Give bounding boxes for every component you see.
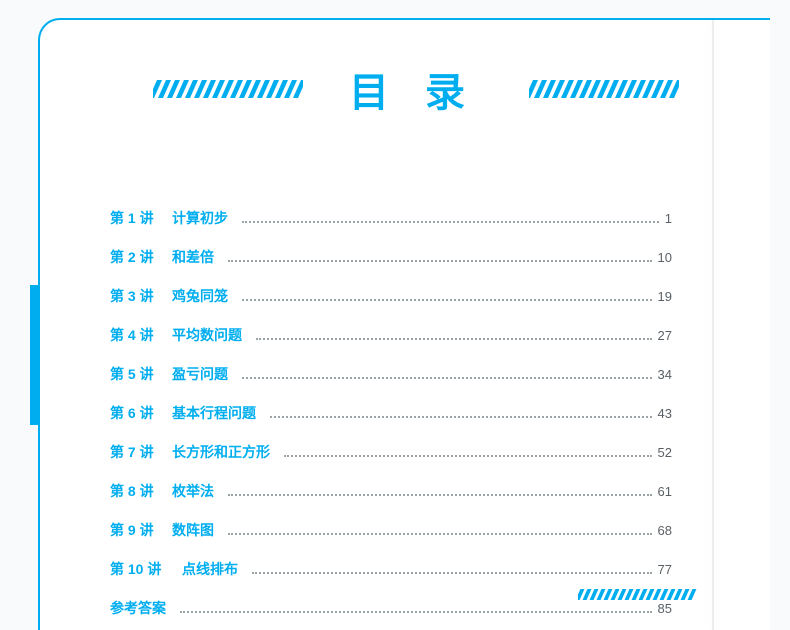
toc-dots — [180, 611, 652, 613]
toc-topic: 基本行程问题 — [172, 403, 256, 423]
toc-row: 第 8 讲 枚举法 61 — [110, 481, 722, 501]
toc-topic: 盈亏问题 — [172, 364, 228, 384]
toc-lesson: 第 4 讲 — [110, 325, 172, 345]
toc-dots — [228, 533, 652, 535]
toc-row: 第 7 讲 长方形和正方形 52 — [110, 442, 722, 462]
toc-lesson: 第 1 讲 — [110, 208, 172, 228]
toc-dots — [284, 455, 652, 457]
toc-topic: 枚举法 — [172, 481, 214, 501]
toc-dots — [228, 494, 652, 496]
toc-row: 第 2 讲 和差倍 10 — [110, 247, 722, 267]
page-title: 目录 — [331, 60, 501, 118]
toc-row: 第 9 讲 数阵图 68 — [110, 520, 722, 540]
toc-row: 第 10 讲 点线排布 77 — [110, 559, 722, 579]
toc-topic: 数阵图 — [172, 520, 214, 540]
toc-topic: 鸡兔同笼 — [172, 286, 228, 306]
toc-dots — [256, 338, 652, 340]
toc-dots — [242, 299, 652, 301]
stripe-deco-bottom — [578, 589, 698, 600]
toc-row: 第 4 讲 平均数问题 27 — [110, 325, 722, 345]
toc-lesson: 第 9 讲 — [110, 520, 172, 540]
toc-row: 第 6 讲 基本行程问题 43 — [110, 403, 722, 423]
toc-topic: 和差倍 — [172, 247, 214, 267]
toc-row: 第 3 讲 鸡兔同笼 19 — [110, 286, 722, 306]
table-of-contents: 第 1 讲 计算初步 1 第 2 讲 和差倍 10 第 3 讲 鸡兔同笼 19 … — [110, 208, 722, 618]
toc-lesson: 第 7 讲 — [110, 442, 172, 462]
toc-topic: 计算初步 — [172, 208, 228, 228]
toc-lesson: 第 2 讲 — [110, 247, 172, 267]
toc-lesson: 第 8 讲 — [110, 481, 172, 501]
toc-row: 第 1 讲 计算初步 1 — [110, 208, 722, 228]
toc-topic: 点线排布 — [182, 559, 238, 579]
header: 目录 — [110, 60, 722, 118]
toc-row: 参考答案 85 — [110, 598, 722, 618]
toc-lesson: 第 3 讲 — [110, 286, 172, 306]
toc-lesson: 第 10 讲 — [110, 559, 182, 579]
toc-topic: 长方形和正方形 — [172, 442, 270, 462]
page-frame: 目录 第 1 讲 计算初步 1 第 2 讲 和差倍 10 第 3 讲 鸡兔同笼 … — [38, 18, 770, 630]
toc-lesson: 第 5 讲 — [110, 364, 172, 384]
toc-lesson: 第 6 讲 — [110, 403, 172, 423]
toc-dots — [270, 416, 652, 418]
stripe-deco-left — [153, 80, 303, 98]
toc-row: 第 5 讲 盈亏问题 34 — [110, 364, 722, 384]
toc-dots — [242, 377, 652, 379]
toc-dots — [228, 260, 652, 262]
toc-dots — [242, 221, 659, 223]
page-crease — [712, 20, 714, 630]
toc-dots — [252, 572, 652, 574]
toc-topic: 参考答案 — [110, 598, 166, 618]
stripe-deco-right — [529, 80, 679, 98]
toc-topic: 平均数问题 — [172, 325, 242, 345]
